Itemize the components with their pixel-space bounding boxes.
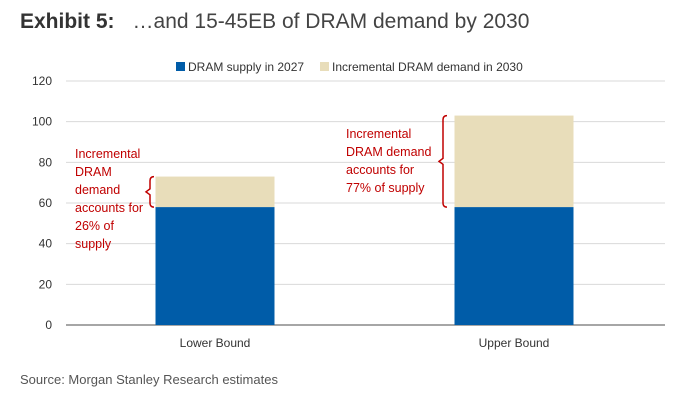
brace-icon <box>437 114 448 208</box>
legend-swatch <box>320 62 329 71</box>
y-tick-label: 0 <box>45 318 52 332</box>
annotation-text: 26% of <box>75 219 114 233</box>
annotation-text: accounts for <box>75 201 143 215</box>
legend-swatch <box>176 62 185 71</box>
exhibit-title: …and 15-45EB of DRAM demand by 2030 <box>132 10 530 33</box>
y-tick-label: 20 <box>39 277 53 291</box>
brace-icon <box>144 175 155 208</box>
annotation-text: demand <box>75 183 120 197</box>
y-tick-label: 40 <box>39 237 53 251</box>
bar-incremental <box>454 115 574 208</box>
chart-title: Exhibit 5: …and 15-45EB of DRAM demand by… <box>20 10 529 34</box>
bar-incremental <box>155 176 275 208</box>
legend-label: DRAM supply in 2027 <box>188 60 304 74</box>
y-tick-label: 120 <box>32 74 52 88</box>
legend-label: Incremental DRAM demand in 2030 <box>332 60 523 74</box>
source-note: Source: Morgan Stanley Research estimate… <box>20 372 278 387</box>
exhibit-label: Exhibit 5: <box>20 10 115 33</box>
y-tick-label: 80 <box>39 155 53 169</box>
annotation-text: Incremental <box>75 147 140 161</box>
annotation-text: 77% of supply <box>346 181 425 195</box>
bar-supply <box>454 207 574 325</box>
y-tick-label: 100 <box>32 115 52 129</box>
y-tick-label: 60 <box>39 196 53 210</box>
x-tick-label: Lower Bound <box>180 336 251 350</box>
annotation-text: DRAM <box>75 165 112 179</box>
x-tick-label: Upper Bound <box>479 336 550 350</box>
annotation-text: Incremental <box>346 127 411 141</box>
annotation-text: accounts for <box>346 163 414 177</box>
annotation-text: supply <box>75 237 112 251</box>
annotation-text: DRAM demand <box>346 145 431 159</box>
bar-supply <box>155 207 275 325</box>
